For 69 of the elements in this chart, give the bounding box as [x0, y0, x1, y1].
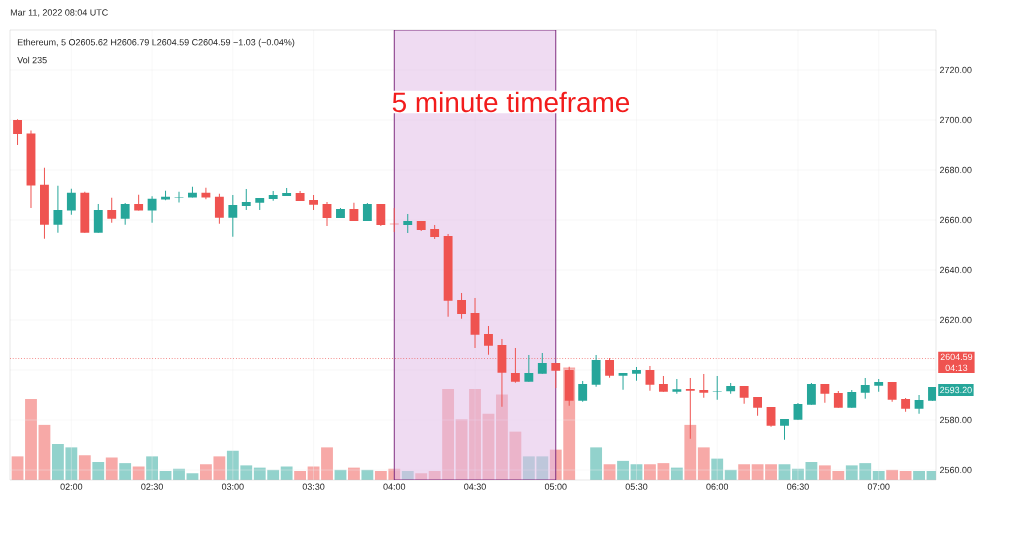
x-tick-label: 06:00: [706, 483, 729, 490]
y-tick-label: 2620.00: [939, 316, 972, 324]
candlestick: [672, 378, 682, 395]
bar: [25, 399, 37, 480]
candlestick: [107, 197, 117, 224]
candlestick: [766, 406, 776, 428]
candlestick: [537, 352, 547, 375]
candlestick: [753, 396, 763, 417]
candlestick: [914, 394, 924, 415]
bar: [590, 447, 603, 480]
text: Mar 11, 2022 08:04 UTC: [10, 9, 108, 17]
candlestick: [53, 185, 63, 234]
bar: [697, 447, 710, 480]
candlestick: [13, 118, 22, 146]
bar: [78, 455, 91, 480]
y-tick-label: 2640.00: [939, 266, 972, 274]
y-tick-label: 2700.00: [939, 116, 972, 124]
candlestick: [524, 354, 534, 383]
x-tick-label: 06:30: [787, 483, 809, 490]
candlestick: [470, 297, 480, 349]
candlestick: [403, 213, 413, 234]
ref-line-label: 2604.59: [940, 353, 973, 361]
candlestick: [510, 347, 520, 384]
candlestick: [712, 375, 722, 401]
x-tick-label: 04:30: [464, 483, 486, 490]
annotation: Vol 235: [17, 56, 47, 64]
candlestick: [376, 203, 386, 227]
x-tick-label: 03:30: [302, 483, 325, 490]
y-tick-label: 2680.00: [939, 166, 972, 174]
candlestick: [551, 362, 561, 389]
x-tick-label: 02:30: [141, 483, 163, 490]
x-tick-label: 07:00: [867, 483, 890, 490]
candlestick: [618, 372, 628, 391]
text: 5 minute timeframe: [392, 91, 630, 113]
candlestick: [93, 203, 103, 234]
y-tick-label: 2720.00: [939, 66, 972, 74]
candlestick: [578, 380, 588, 403]
bar: [294, 471, 307, 480]
candlestick: [66, 188, 76, 216]
candlestick: [887, 381, 897, 403]
bar: [913, 471, 925, 480]
candlestick: [699, 373, 709, 399]
candlestick: [860, 377, 870, 400]
candlestick: [120, 202, 130, 226]
candlestick: [484, 325, 493, 356]
text: 04:13: [945, 364, 968, 372]
x-tick-label: 05:00: [544, 483, 567, 490]
annotation: 2593.20: [940, 386, 972, 394]
candlestick: [780, 418, 789, 441]
y-tick-label: 2560.00: [939, 466, 972, 474]
candlestick: [457, 292, 467, 320]
x-tick-label: 02:00: [60, 483, 83, 490]
candlestick: [645, 365, 655, 392]
candlestick: [820, 383, 830, 404]
candlestick: [147, 195, 157, 224]
candlestick: [241, 188, 251, 211]
text: Ethereum, 5 O2605.62 H2606.79 L2604.59 C2604.59 −1.03 (−0.04%): [17, 38, 295, 48]
x-tick-label: 05:30: [625, 483, 648, 490]
bar: [684, 424, 697, 480]
candlestick: [322, 201, 332, 227]
candlestick: [228, 194, 238, 238]
x-tick-label: 04:00: [383, 483, 406, 490]
y-tick-label: 2580.00: [939, 416, 972, 424]
candlestick: [214, 193, 224, 225]
candlestick: [806, 382, 816, 406]
x-tick-label: 03:00: [221, 483, 244, 490]
bar: [899, 471, 912, 480]
y-tick-label: 2660.00: [939, 216, 972, 224]
bar: [321, 447, 333, 480]
